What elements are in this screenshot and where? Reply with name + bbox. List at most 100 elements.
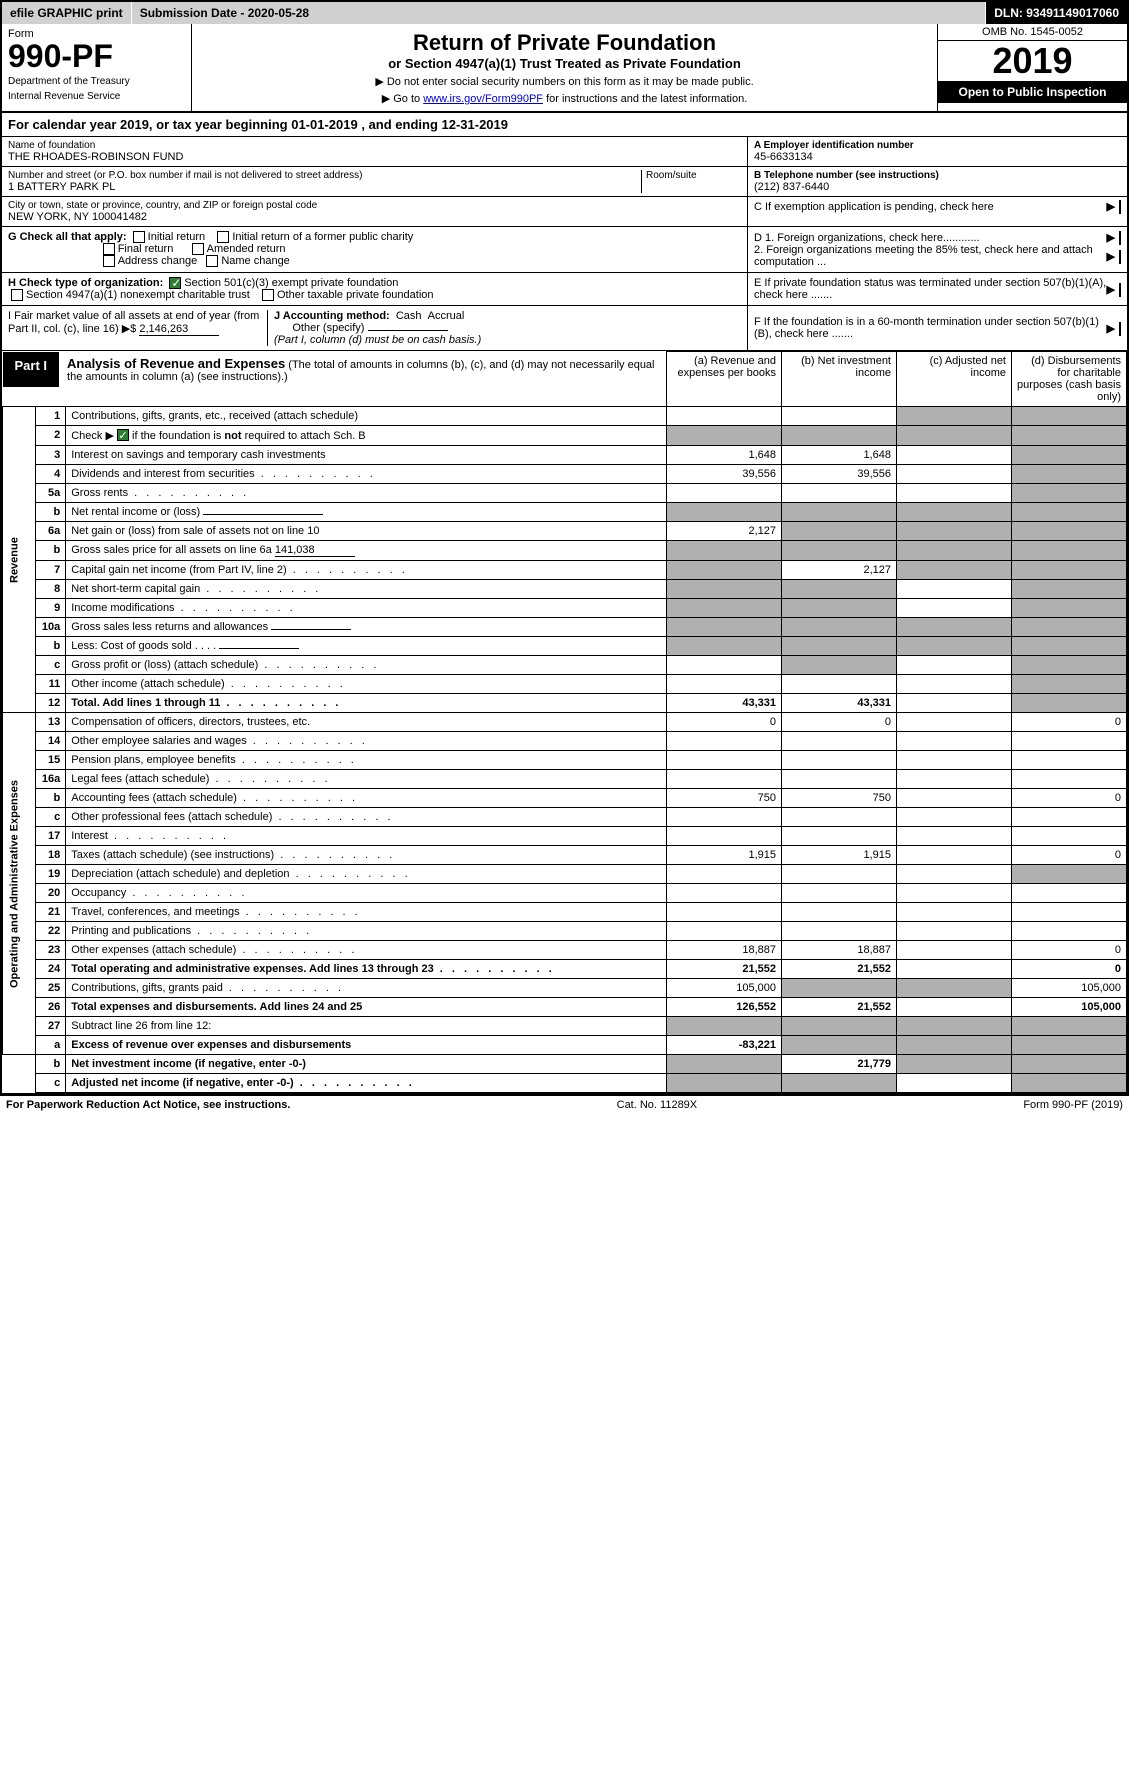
cb-501c3[interactable] (169, 277, 181, 289)
form-title: Return of Private Foundation (198, 30, 931, 56)
g-label: G Check all that apply: (8, 231, 127, 243)
cb-sch-b[interactable]: ✓ (117, 429, 129, 441)
cb-amended[interactable] (192, 243, 204, 255)
irs-link[interactable]: www.irs.gov/Form990PF (423, 93, 543, 105)
part1-label: Part I (3, 352, 60, 387)
expenses-label: Operating and Administrative Expenses (3, 713, 36, 1055)
open-public-label: Open to Public Inspection (938, 81, 1127, 103)
h-checks: H Check type of organization: Section 50… (2, 273, 747, 305)
exempt-label: C If exemption application is pending, c… (754, 201, 994, 213)
row-16a: 16aLegal fees (attach schedule) (3, 770, 1127, 789)
row-6a: 6aNet gain or (loss) from sale of assets… (3, 522, 1127, 541)
revenue-label: Revenue (3, 407, 36, 713)
row-7: 7Capital gain net income (from Part IV, … (3, 561, 1127, 580)
row-8: 8Net short-term capital gain (3, 580, 1127, 599)
foundation-name: THE RHOADES-ROBINSON FUND (8, 151, 741, 163)
row-27b: bNet investment income (if negative, ent… (3, 1055, 1127, 1074)
row-25: 25Contributions, gifts, grants paid105,0… (3, 979, 1127, 998)
row-10b: bLess: Cost of goods sold . . . . (3, 637, 1127, 656)
row-27: 27Subtract line 26 from line 12: (3, 1017, 1127, 1036)
col-d-header: (d) Disbursements for charitable purpose… (1012, 352, 1127, 407)
form-number: 990-PF (8, 40, 185, 72)
info-right: A Employer identification number 45-6633… (747, 137, 1127, 226)
part1-table: Part I Analysis of Revenue and Expenses … (2, 351, 1127, 1093)
cb-e[interactable] (1119, 283, 1121, 297)
row-26: 26Total expenses and disbursements. Add … (3, 998, 1127, 1017)
row-1: Revenue 1Contributions, gifts, grants, e… (3, 407, 1127, 426)
cb-initial-former[interactable] (217, 231, 229, 243)
col-b-header: (b) Net investment income (782, 352, 897, 407)
phone-value: (212) 837-6440 (754, 181, 1121, 193)
dept-treasury: Department of the Treasury (8, 76, 185, 87)
cb-other-tax[interactable] (262, 289, 274, 301)
cb-addr-change[interactable] (103, 255, 115, 267)
phone-label: B Telephone number (see instructions) (754, 170, 1121, 181)
row-14: 14Other employee salaries and wages (3, 732, 1127, 751)
row-9: 9Income modifications (3, 599, 1127, 618)
calendar-year-row: For calendar year 2019, or tax year begi… (2, 113, 1127, 137)
row-24: 24Total operating and administrative exp… (3, 960, 1127, 979)
row-13: Operating and Administrative Expenses 13… (3, 713, 1127, 732)
row-27a: aExcess of revenue over expenses and dis… (3, 1036, 1127, 1055)
address-cell: Number and street (or P.O. box number if… (2, 167, 747, 197)
f-check: F If the foundation is in a 60-month ter… (747, 306, 1127, 350)
ein-label: A Employer identification number (754, 140, 1121, 151)
row-6b: bGross sales price for all assets on lin… (3, 541, 1127, 561)
j-cell: J Accounting method: Cash Accrual Other … (268, 310, 741, 346)
dept-irs: Internal Revenue Service (8, 91, 185, 102)
cat-no: Cat. No. 11289X (617, 1099, 698, 1111)
note-ssn: ▶ Do not enter social security numbers o… (198, 75, 931, 88)
d2-row: 2. Foreign organizations meeting the 85%… (754, 244, 1121, 268)
info-left: Name of foundation THE RHOADES-ROBINSON … (2, 137, 747, 226)
row-11: 11Other income (attach schedule) (3, 675, 1127, 694)
part1-header-row: Part I Analysis of Revenue and Expenses … (3, 352, 1127, 407)
submission-date: Submission Date - 2020-05-28 (132, 2, 987, 24)
omb-number: OMB No. 1545-0052 (938, 24, 1127, 41)
tax-year: 2019 (938, 41, 1127, 81)
cb-final[interactable] (103, 243, 115, 255)
row-20: 20Occupancy (3, 884, 1127, 903)
row-22: 22Printing and publications (3, 922, 1127, 941)
top-bar: efile GRAPHIC print Submission Date - 20… (2, 2, 1127, 24)
row-18: 18Taxes (attach schedule) (see instructi… (3, 846, 1127, 865)
h-label: H Check type of organization: (8, 277, 163, 289)
form-footer: Form 990-PF (2019) (1023, 1099, 1123, 1111)
foundation-name-cell: Name of foundation THE RHOADES-ROBINSON … (2, 137, 747, 167)
cb-d1[interactable] (1119, 231, 1121, 245)
exempt-checkbox[interactable] (1119, 200, 1121, 214)
form-container: efile GRAPHIC print Submission Date - 20… (0, 0, 1129, 1095)
cb-f[interactable] (1119, 322, 1121, 336)
cb-d2[interactable] (1119, 250, 1121, 264)
cb-4947[interactable] (11, 289, 23, 301)
d1-row: D 1. Foreign organizations, check here..… (754, 231, 1121, 244)
cb-name-change[interactable] (206, 255, 218, 267)
efile-label: efile GRAPHIC print (2, 2, 132, 24)
row-5b: bNet rental income or (loss) (3, 503, 1127, 522)
exempt-cell: C If exemption application is pending, c… (748, 197, 1127, 216)
foundation-city: NEW YORK, NY 100041482 (8, 211, 741, 223)
dln-number: DLN: 93491149017060 (986, 2, 1127, 24)
row-10a: 10aGross sales less returns and allowanc… (3, 618, 1127, 637)
g-checks: G Check all that apply: Initial return I… (2, 227, 747, 272)
row-19: 19Depreciation (attach schedule) and dep… (3, 865, 1127, 884)
row-5a: 5aGross rents (3, 484, 1127, 503)
pra-notice: For Paperwork Reduction Act Notice, see … (6, 1099, 290, 1111)
row-2: 2Check ▶ ✓ if the foundation is not requ… (3, 426, 1127, 446)
section-g-d: G Check all that apply: Initial return I… (2, 227, 1127, 273)
header-right: OMB No. 1545-0052 2019 Open to Public In… (937, 24, 1127, 111)
section-h-e: H Check type of organization: Section 50… (2, 273, 1127, 306)
d-checks: D 1. Foreign organizations, check here..… (747, 227, 1127, 272)
cb-initial[interactable] (133, 231, 145, 243)
ein-cell: A Employer identification number 45-6633… (748, 137, 1127, 167)
row-21: 21Travel, conferences, and meetings (3, 903, 1127, 922)
row-23: 23Other expenses (attach schedule)18,887… (3, 941, 1127, 960)
row-16b: bAccounting fees (attach schedule)750750… (3, 789, 1127, 808)
i-cell: I Fair market value of all assets at end… (8, 310, 268, 346)
header-left: Form 990-PF Department of the Treasury I… (2, 24, 192, 111)
city-cell: City or town, state or province, country… (2, 197, 747, 226)
row-12: 12Total. Add lines 1 through 1143,33143,… (3, 694, 1127, 713)
row-16c: cOther professional fees (attach schedul… (3, 808, 1127, 827)
row-17: 17Interest (3, 827, 1127, 846)
e-check: E If private foundation status was termi… (747, 273, 1127, 305)
note-link: ▶ Go to www.irs.gov/Form990PF for instru… (198, 92, 931, 105)
